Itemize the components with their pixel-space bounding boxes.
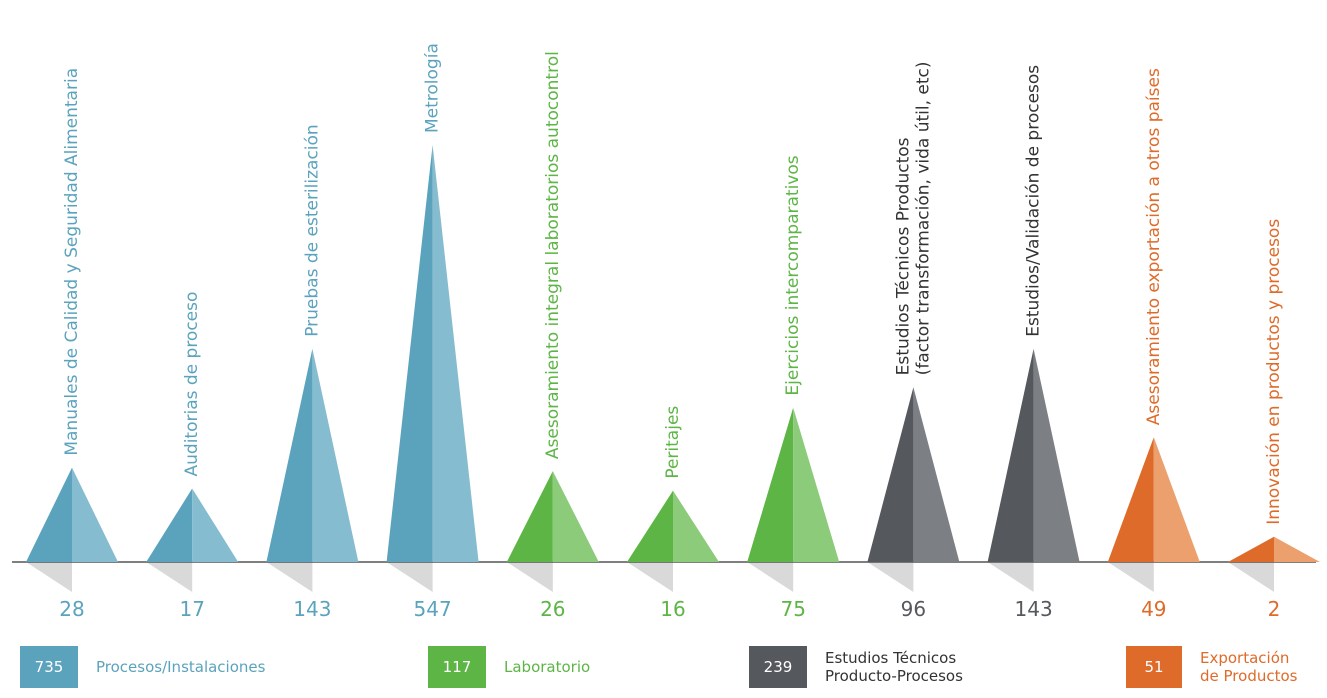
category-label: Auditorias de proceso xyxy=(182,292,202,477)
pyramid-shadow xyxy=(506,562,553,592)
marks-layer xyxy=(26,145,1320,562)
legend-label-procesos: Procesos/Instalaciones xyxy=(96,658,265,676)
pyramid-shadow xyxy=(867,562,914,592)
legend-label-estudios: Estudios Técnicos Producto-Procesos xyxy=(825,649,963,685)
category-label: Asesoramiento exportación a otros países xyxy=(1144,68,1164,425)
legend-exportacion: 51 Exportación de Productos xyxy=(1126,646,1297,688)
category-label: Estudios/Validación de procesos xyxy=(1024,65,1044,337)
pyramid-right-face xyxy=(793,407,840,562)
pyramid-shadow xyxy=(1228,562,1274,592)
value-label: 28 xyxy=(59,597,84,621)
value-label: 96 xyxy=(901,597,926,621)
pyramid-right-face xyxy=(673,490,719,562)
pyramid-left-face xyxy=(506,471,553,562)
pyramid-left-face xyxy=(386,145,433,562)
legend-total-estudios: 239 xyxy=(749,646,807,688)
category-label: Asesoramiento integral laboratorios auto… xyxy=(543,51,563,459)
value-label: 26 xyxy=(540,597,565,621)
category-label: (factor transformación, vida útil, etc) xyxy=(913,61,933,375)
category-label: Metrología xyxy=(423,43,443,133)
category-label: Pruebas de esterilización xyxy=(302,124,322,336)
value-label: 2 xyxy=(1268,597,1281,621)
pyramid-left-face xyxy=(747,407,794,562)
legend-label-line: Producto-Procesos xyxy=(825,667,963,685)
value-label: 49 xyxy=(1141,597,1166,621)
pyramid-left-face xyxy=(987,348,1034,562)
legend-label-laboratorio: Laboratorio xyxy=(504,658,590,676)
legend-estudios: 239 Estudios Técnicos Producto-Procesos xyxy=(749,646,963,688)
legend-laboratorio: 117 Laboratorio xyxy=(428,646,590,688)
pyramid-right-face xyxy=(312,348,359,562)
pyramid-shadow xyxy=(386,562,433,592)
legend-total-laboratorio: 117 xyxy=(428,646,486,688)
pyramid-right-face xyxy=(1274,536,1320,562)
legend-total-exportacion: 51 xyxy=(1126,646,1182,688)
legend-label-exportacion: Exportación de Productos xyxy=(1200,649,1297,685)
pyramid-shadow xyxy=(747,562,794,592)
value-label: 547 xyxy=(414,597,452,621)
pyramid-shadow xyxy=(987,562,1034,592)
pyramid-right-face xyxy=(72,467,118,562)
legend-total-procesos: 735 xyxy=(20,646,78,688)
pyramid-right-face xyxy=(432,145,479,562)
pyramid-shadow xyxy=(266,562,313,592)
pyramid-right-face xyxy=(1153,437,1200,562)
value-label: 143 xyxy=(1015,597,1053,621)
category-label: Manuales de Calidad y Seguridad Alimenta… xyxy=(62,68,82,456)
value-label: 143 xyxy=(293,597,331,621)
legend-label-line: Procesos/Instalaciones xyxy=(96,658,266,676)
value-label: 17 xyxy=(179,597,204,621)
category-label: Estudios Técnicos Productos xyxy=(893,137,913,375)
pyramid-left-face xyxy=(26,467,72,562)
category-label: Innovación en productos y procesos xyxy=(1264,219,1284,525)
value-label: 75 xyxy=(780,597,805,621)
pyramid-left-face xyxy=(1107,437,1154,562)
pyramid-left-face xyxy=(867,387,914,562)
pyramid-shadow xyxy=(1107,562,1154,592)
pyramid-right-face xyxy=(192,488,239,562)
pyramid-right-face xyxy=(552,471,599,562)
shadow-layer xyxy=(26,562,1274,592)
pyramid-shadow xyxy=(26,562,72,592)
legend-label-line: Laboratorio xyxy=(504,658,591,676)
legend-label-line: de Productos xyxy=(1200,667,1298,685)
category-label: Ejercicios intercomparativos xyxy=(783,155,803,395)
pyramid-shadow xyxy=(146,562,193,592)
pyramid-right-face xyxy=(913,387,960,562)
category-label: Peritajes xyxy=(663,406,683,479)
legend-procesos: 735 Procesos/Instalaciones xyxy=(20,646,265,688)
pyramid-left-face xyxy=(266,348,313,562)
pyramid-left-face xyxy=(627,490,673,562)
pyramid-left-face xyxy=(1228,536,1274,562)
labels-layer: 28 Manuales de Calidad y Seguridad Alimen… xyxy=(59,43,1284,621)
value-label: 16 xyxy=(660,597,685,621)
pyramid-shadow xyxy=(627,562,673,592)
legend-label-line: Exportación xyxy=(1200,649,1290,667)
pyramid-right-face xyxy=(1033,348,1080,562)
legend-label-line: Estudios Técnicos xyxy=(825,649,957,667)
pyramid-left-face xyxy=(146,488,193,562)
